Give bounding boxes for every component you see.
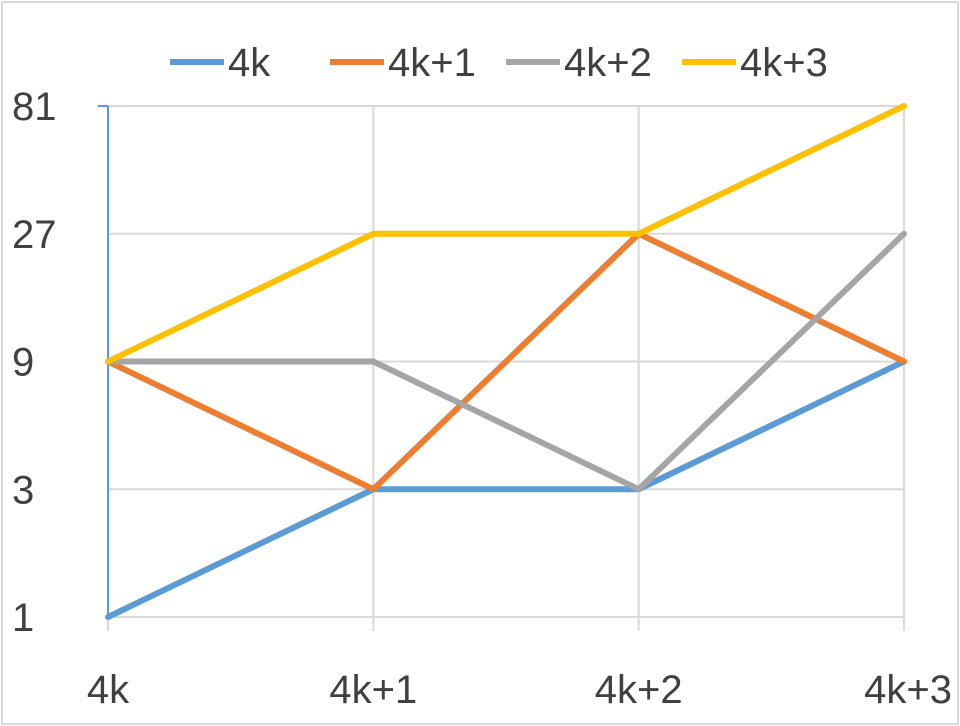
y-tick-label: 1 [12, 596, 34, 640]
x-tick-label: 4k+1 [329, 668, 417, 712]
legend-label: 4k+2 [564, 41, 652, 85]
x-tick-label: 4k [87, 668, 130, 712]
y-tick-label: 81 [12, 85, 57, 129]
y-tick-label: 27 [12, 213, 57, 257]
x-tick-label: 4k+3 [864, 668, 952, 712]
y-tick-label: 3 [12, 468, 34, 512]
legend-label: 4k+3 [740, 41, 828, 85]
y-tick-label: 9 [12, 341, 34, 385]
x-tick-label: 4k+2 [595, 668, 683, 712]
legend-label: 4k [228, 41, 271, 85]
legend-label: 4k+1 [388, 41, 476, 85]
